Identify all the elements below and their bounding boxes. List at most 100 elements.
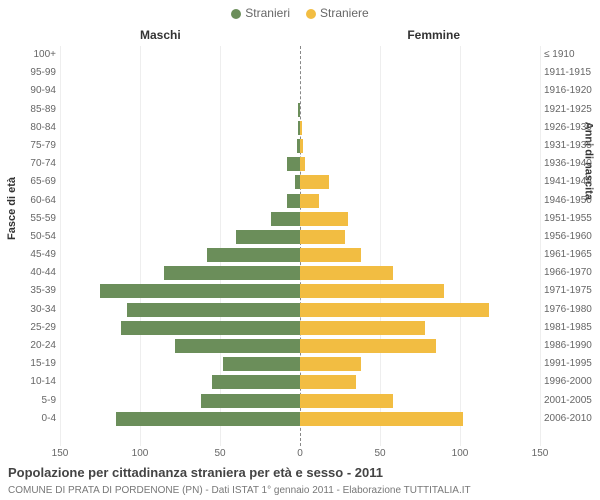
bar-female — [300, 266, 393, 280]
bar-male — [287, 194, 300, 208]
birth-label: 1926-1930 — [544, 119, 596, 137]
age-label: 90-94 — [16, 82, 56, 100]
bar-male — [127, 303, 300, 317]
bar-male — [236, 230, 300, 244]
age-row: 65-691941-1945 — [60, 173, 540, 191]
chart-subtitle: COMUNE DI PRATA DI PORDENONE (PN) - Dati… — [8, 485, 471, 496]
bar-female — [300, 157, 305, 171]
bar-female — [300, 230, 345, 244]
age-row: 95-991911-1915 — [60, 64, 540, 82]
plot-area: 100+≤ 191095-991911-191590-941916-192085… — [60, 46, 540, 446]
bar-male — [223, 357, 300, 371]
age-label: 35-39 — [16, 282, 56, 300]
bar-male — [298, 103, 300, 117]
age-row: 80-841926-1930 — [60, 119, 540, 137]
age-label: 60-64 — [16, 192, 56, 210]
bar-female — [300, 139, 303, 153]
birth-label: 1946-1950 — [544, 192, 596, 210]
age-label: 75-79 — [16, 137, 56, 155]
age-row: 75-791931-1935 — [60, 137, 540, 155]
age-label: 45-49 — [16, 246, 56, 264]
age-row: 100+≤ 1910 — [60, 46, 540, 64]
chart-title: Popolazione per cittadinanza straniera p… — [8, 465, 383, 480]
age-row: 0-42006-2010 — [60, 410, 540, 428]
age-row: 20-241986-1990 — [60, 337, 540, 355]
legend-item: Straniere — [306, 6, 369, 20]
legend-item: Stranieri — [231, 6, 290, 20]
legend-label: Straniere — [320, 6, 369, 20]
bar-female — [300, 212, 348, 226]
birth-label: 1916-1920 — [544, 82, 596, 100]
bar-female — [300, 321, 425, 335]
bar-male — [287, 157, 300, 171]
birth-label: 1981-1985 — [544, 319, 596, 337]
birth-label: 1976-1980 — [544, 301, 596, 319]
age-row: 35-391971-1975 — [60, 282, 540, 300]
age-row: 45-491961-1965 — [60, 246, 540, 264]
bar-female — [300, 303, 489, 317]
age-label: 95-99 — [16, 64, 56, 82]
col-title-female: Femmine — [407, 28, 460, 42]
age-row: 10-141996-2000 — [60, 373, 540, 391]
age-row: 85-891921-1925 — [60, 101, 540, 119]
age-label: 65-69 — [16, 173, 56, 191]
legend: Stranieri Straniere — [0, 6, 600, 20]
xtick: 50 — [214, 448, 225, 459]
legend-label: Stranieri — [245, 6, 290, 20]
birth-label: ≤ 1910 — [544, 46, 596, 64]
bar-male — [116, 412, 300, 426]
age-row: 60-641946-1950 — [60, 192, 540, 210]
age-row: 50-541956-1960 — [60, 228, 540, 246]
bar-female — [300, 248, 361, 262]
age-label: 70-74 — [16, 155, 56, 173]
bar-male — [100, 284, 300, 298]
xtick: 0 — [297, 448, 303, 459]
age-label: 50-54 — [16, 228, 56, 246]
pyramid-chart: StranieriStraniere Maschi Femmine Fasce … — [0, 0, 600, 500]
age-label: 0-4 — [16, 410, 56, 428]
bar-female — [300, 375, 356, 389]
birth-label: 1956-1960 — [544, 228, 596, 246]
age-label: 40-44 — [16, 264, 56, 282]
age-row: 5-92001-2005 — [60, 392, 540, 410]
bar-male — [175, 339, 300, 353]
bar-female — [300, 284, 444, 298]
birth-label: 1971-1975 — [544, 282, 596, 300]
legend-swatch — [231, 9, 241, 19]
age-label: 55-59 — [16, 210, 56, 228]
age-label: 85-89 — [16, 101, 56, 119]
age-row: 15-191991-1995 — [60, 355, 540, 373]
x-axis: 15010050050100150 — [60, 448, 540, 464]
col-title-male: Maschi — [140, 28, 181, 42]
legend-swatch — [306, 9, 316, 19]
xtick: 100 — [132, 448, 149, 459]
birth-label: 1996-2000 — [544, 373, 596, 391]
age-row: 25-291981-1985 — [60, 319, 540, 337]
birth-label: 1921-1925 — [544, 101, 596, 119]
bar-male — [271, 212, 300, 226]
bar-female — [300, 121, 302, 135]
age-row: 70-741936-1940 — [60, 155, 540, 173]
birth-label: 1911-1915 — [544, 64, 596, 82]
birth-label: 1936-1940 — [544, 155, 596, 173]
xtick: 150 — [532, 448, 549, 459]
birth-label: 1931-1935 — [544, 137, 596, 155]
bar-female — [300, 339, 436, 353]
age-label: 30-34 — [16, 301, 56, 319]
bar-female — [300, 357, 361, 371]
age-row: 40-441966-1970 — [60, 264, 540, 282]
bar-male — [212, 375, 300, 389]
xtick: 50 — [374, 448, 385, 459]
birth-label: 1986-1990 — [544, 337, 596, 355]
gridline — [540, 46, 541, 446]
bar-male — [121, 321, 300, 335]
birth-label: 1951-1955 — [544, 210, 596, 228]
bar-female — [300, 394, 393, 408]
age-label: 10-14 — [16, 373, 56, 391]
age-label: 15-19 — [16, 355, 56, 373]
age-row: 30-341976-1980 — [60, 301, 540, 319]
bar-male — [201, 394, 300, 408]
birth-label: 1941-1945 — [544, 173, 596, 191]
age-label: 100+ — [16, 46, 56, 64]
age-label: 5-9 — [16, 392, 56, 410]
